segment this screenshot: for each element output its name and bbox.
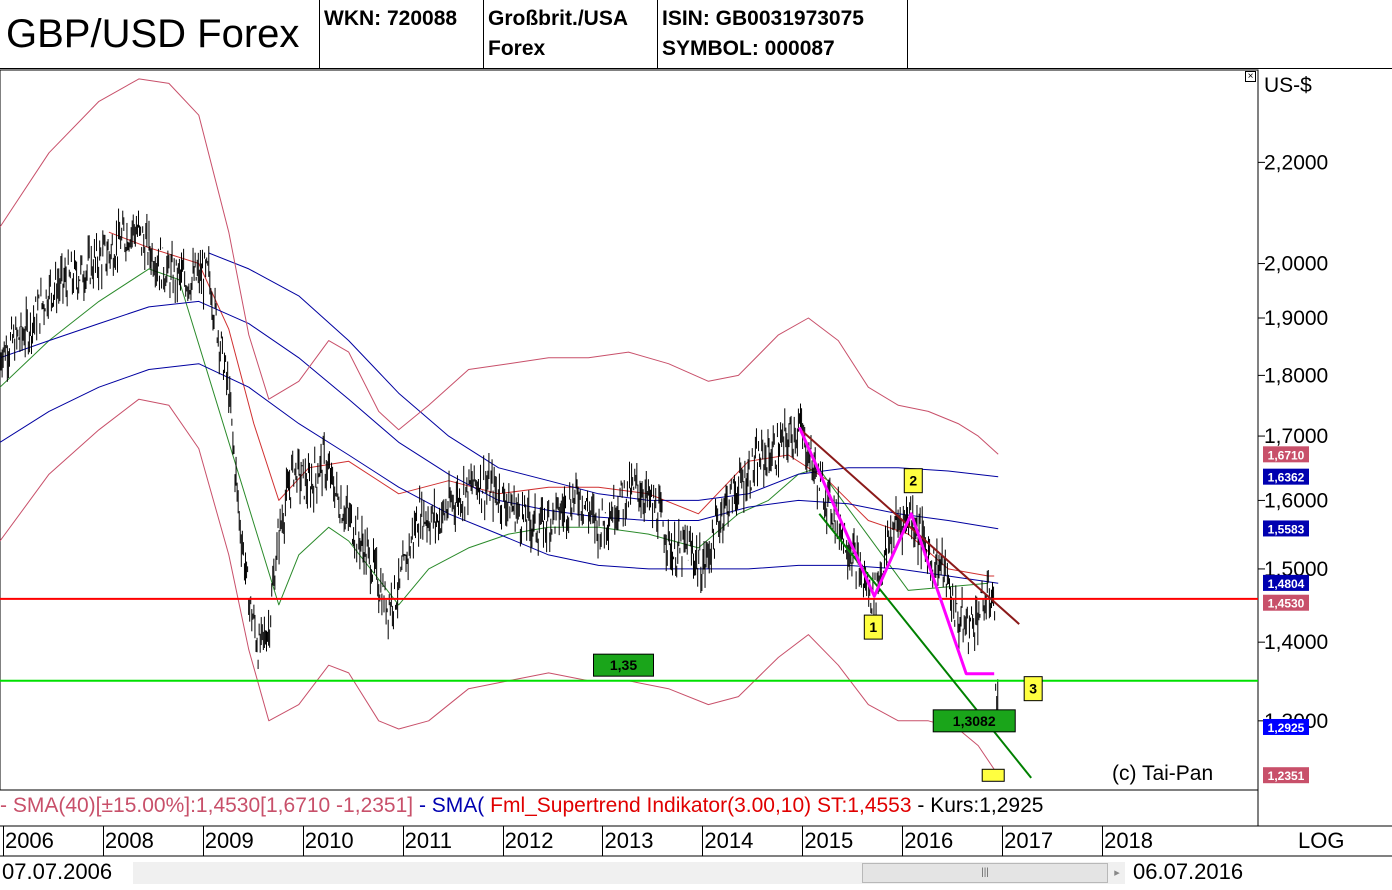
annotation-box (863, 614, 883, 640)
close-icon[interactable]: × (1245, 71, 1256, 82)
y-tick-label: 1,9000 (1264, 307, 1328, 330)
price-series (0, 208, 1000, 731)
x-tick-mark (802, 826, 804, 856)
footer-bar: 07.07.2006 06.07.2016 (0, 857, 1392, 890)
trendline-resistance (798, 427, 1020, 625)
date-start: 07.07.2006 (2, 859, 113, 884)
y-tick-label: 1,8000 (1264, 364, 1328, 387)
x-tick-mark (402, 826, 404, 856)
x-tick-mark (1002, 826, 1004, 856)
x-tick-mark (2, 826, 4, 856)
value-badge-label: 1,4530 (1268, 597, 1305, 611)
series-band_lower (0, 398, 999, 776)
x-tick-mark (102, 826, 104, 856)
x-tick-label: 2016 (904, 828, 954, 853)
x-tick-mark (302, 826, 304, 856)
plot-frame (0, 69, 1259, 791)
value-badge (1263, 468, 1309, 485)
scroll-thumb[interactable]: ||| (862, 863, 1108, 883)
legend-sma: - SMA( (413, 794, 485, 817)
instrument-title: GBP/USD Forex (0, 0, 320, 68)
x-tick-label: 2009 (204, 828, 254, 853)
series-sma_outer (208, 252, 999, 501)
value-badge (1263, 594, 1309, 611)
annotation-box (932, 709, 1016, 733)
annotation-label: 1,35 (610, 657, 637, 673)
y-tick-label: 2,2000 (1264, 151, 1328, 174)
legend-kurs: - Kurs:1,2925 (911, 794, 1044, 817)
trendline-pattern (798, 426, 995, 676)
log-scale-toggle[interactable]: LOG (1298, 828, 1345, 853)
chart-header: GBP/USD Forex WKN: 720088 Großbrit./USA … (0, 0, 1392, 70)
series-sma_inner (0, 363, 999, 584)
annotation-label: 1 (869, 619, 877, 635)
x-tick-mark (502, 826, 504, 856)
annotation-box (981, 768, 1005, 782)
value-badge-label: 1,6362 (1268, 471, 1305, 485)
market-label: Großbrit./USA Forex (484, 0, 658, 68)
x-tick-label: 2018 (1104, 828, 1154, 853)
copyright-label: (c) Tai-Pan (1112, 762, 1214, 785)
indicator-legend: - SMA(40)[±15.00%]:1,4530[1,6710 -1,2351… (0, 792, 1043, 820)
value-badge-label: 1,6710 (1268, 448, 1305, 462)
market-line2: Forex (488, 37, 546, 60)
value-badge (1263, 574, 1309, 591)
value-badge-label: 1,2925 (1268, 721, 1305, 735)
scroll-right-icon[interactable]: ▸ (1114, 867, 1120, 879)
x-tick-label: 2010 (304, 828, 354, 853)
legend-supertrend: Fml_Supertrend Indikator(3.00,10) ST:1,4… (484, 794, 912, 817)
y-tick-label: 2,0000 (1264, 253, 1328, 276)
x-tick-label: 2017 (1004, 828, 1054, 853)
annotation-label: 2 (909, 473, 917, 489)
value-badge (1263, 718, 1309, 735)
x-tick-mark (1102, 826, 1104, 856)
market-line1: Großbrit./USA (488, 7, 628, 30)
annotation-box (1023, 676, 1043, 702)
value-badge (1263, 520, 1309, 537)
series-supertrend (108, 231, 995, 577)
x-axis: 2006 2008 2009 2010 2011 2012 2013 2014 2015 2016… (0, 826, 1392, 856)
x-tick-label: 2013 (604, 828, 654, 853)
x-tick-mark (202, 826, 204, 856)
legend-sma40: - SMA(40)[±15.00%]:1,4530[1,6710 -1,2351… (0, 794, 414, 817)
y-tick-label: 1,7000 (1264, 425, 1328, 448)
header-divider (0, 68, 1392, 69)
x-tick-mark (602, 826, 604, 856)
y-tick-label: 1,4000 (1264, 631, 1328, 654)
series-band_upper (0, 78, 999, 455)
trendline-support (818, 513, 1032, 779)
value-badge-label: 1,5583 (1268, 522, 1305, 536)
x-tick-label: 2008 (104, 828, 154, 853)
symbol-label: SYMBOL: 000087 (662, 37, 835, 60)
date-end: 06.07.2016 (1133, 859, 1244, 884)
value-badge-label: 1,2351 (1268, 769, 1305, 783)
value-badge (1263, 767, 1309, 784)
isin-symbol: ISIN: GB0031973075 SYMBOL: 000087 (658, 0, 908, 68)
annotation-box (903, 468, 923, 494)
value-badge (1263, 446, 1309, 463)
y-axis-unit: US-$ (1264, 74, 1312, 97)
x-tick-label: 2014 (704, 828, 754, 853)
wkn-label: WKN: 720088 (320, 0, 484, 68)
annotation-label: 1,3082 (953, 713, 996, 729)
x-tick-label: 2015 (804, 828, 854, 853)
x-tick-label: 2011 (404, 828, 452, 853)
annotation-label: 3 (1029, 681, 1037, 697)
y-tick-label: 1,6000 (1264, 489, 1328, 512)
x-tick-mark (902, 826, 904, 856)
x-tick-mark (702, 826, 704, 856)
series-supertrend_green (0, 268, 989, 606)
annotation-box (593, 653, 655, 677)
value-badge-label: 1,4804 (1268, 577, 1305, 591)
isin-label: ISIN: GB0031973075 (662, 7, 864, 30)
x-tick-label: 2012 (504, 828, 554, 853)
x-tick-label: 2006 (4, 828, 54, 853)
